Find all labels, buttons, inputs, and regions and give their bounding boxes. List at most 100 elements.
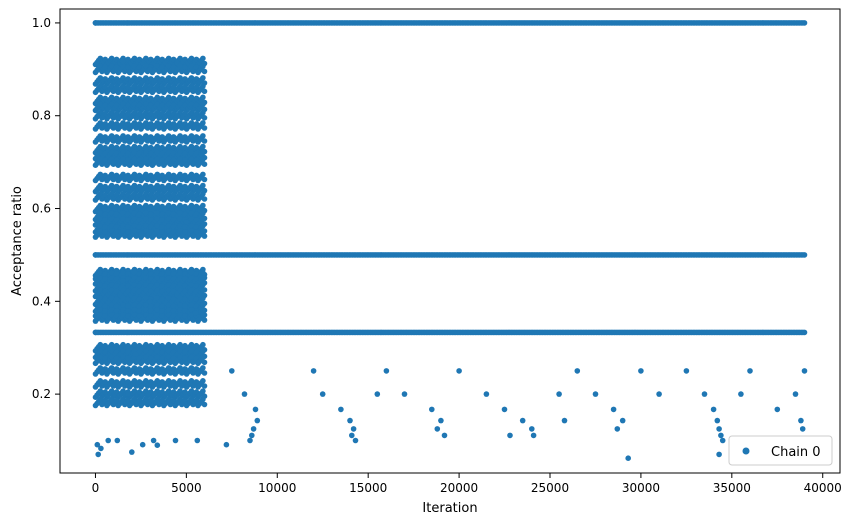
data-point xyxy=(483,391,490,397)
data-point xyxy=(383,368,390,374)
data-point xyxy=(347,417,353,424)
legend-marker xyxy=(742,447,750,455)
x-tick-label: 35000 xyxy=(713,481,751,495)
data-point xyxy=(147,298,153,305)
data-point xyxy=(229,368,235,374)
data-point xyxy=(247,437,253,444)
data-point xyxy=(310,368,317,374)
data-point xyxy=(200,223,206,229)
data-point xyxy=(799,426,806,432)
data-point xyxy=(92,20,99,26)
y-axis: 0.2 0.4 0.6 0.8 1.0 xyxy=(32,16,60,401)
x-axis: 0 5000 10000 15000 20000 25000 30000 35000 40000 xyxy=(92,473,842,495)
data-point xyxy=(138,231,144,237)
x-tick-label: 15000 xyxy=(349,481,387,495)
data-point xyxy=(95,451,101,458)
y-tick-label: 0.4 xyxy=(32,294,51,308)
data-point xyxy=(530,432,537,439)
data-point xyxy=(200,149,206,156)
data-point xyxy=(200,269,206,276)
data-point xyxy=(716,426,722,432)
data-point xyxy=(201,68,208,75)
data-point xyxy=(150,437,157,444)
x-tick-label: 30000 xyxy=(622,481,660,495)
data-point xyxy=(201,233,208,239)
data-point xyxy=(792,391,799,397)
data-point xyxy=(561,417,568,424)
data-point xyxy=(798,417,804,424)
data-point xyxy=(169,368,175,374)
data-point xyxy=(519,417,526,424)
data-point xyxy=(129,449,135,455)
data-point xyxy=(139,441,146,448)
data-point xyxy=(200,83,206,89)
data-point xyxy=(710,406,717,413)
data-point xyxy=(719,437,726,444)
data-point xyxy=(201,115,208,121)
data-point xyxy=(349,432,355,439)
data-point xyxy=(738,391,744,397)
y-axis-label: Acceptance ratio xyxy=(10,186,25,296)
data-point xyxy=(638,368,644,374)
data-point xyxy=(592,391,599,397)
data-point xyxy=(718,432,724,439)
data-point xyxy=(200,312,206,318)
data-point xyxy=(200,307,206,313)
data-point xyxy=(614,426,621,432)
data-point xyxy=(192,310,199,316)
data-point xyxy=(801,20,808,26)
data-point xyxy=(200,133,206,139)
data-point xyxy=(201,383,208,389)
x-tick-label: 25000 xyxy=(531,481,569,495)
legend-entry-chain-0: Chain 0 xyxy=(771,445,821,460)
data-point xyxy=(801,252,808,258)
data-point xyxy=(747,368,753,374)
data-point xyxy=(105,437,111,444)
data-point xyxy=(132,351,139,358)
data-point xyxy=(619,417,626,424)
data-point xyxy=(92,329,99,336)
data-point xyxy=(201,161,208,167)
x-tick-label: 20000 xyxy=(440,481,478,495)
data-point xyxy=(198,399,204,406)
data-point xyxy=(200,354,206,361)
data-point xyxy=(625,455,631,462)
y-tick-label: 0.2 xyxy=(32,387,51,401)
data-point xyxy=(129,136,135,142)
x-tick-label: 5000 xyxy=(171,481,202,495)
data-point xyxy=(200,228,206,234)
data-point xyxy=(114,437,121,444)
data-point xyxy=(201,370,208,376)
data-point xyxy=(714,417,721,424)
data-point xyxy=(200,365,206,371)
x-axis-label: Iteration xyxy=(422,501,477,516)
data-point xyxy=(200,282,206,288)
data-point xyxy=(201,196,208,202)
data-point xyxy=(252,406,259,413)
data-point xyxy=(200,94,206,101)
data-point xyxy=(556,391,562,397)
y-tick-label: 0.8 xyxy=(32,109,51,123)
data-point xyxy=(529,426,535,432)
data-point xyxy=(183,219,190,225)
data-point xyxy=(200,156,206,162)
data-point xyxy=(774,406,781,413)
data-point xyxy=(201,88,208,95)
x-tick-label: 0 xyxy=(92,481,100,495)
data-point xyxy=(683,368,690,374)
data-point xyxy=(201,359,208,366)
data-point xyxy=(98,445,104,452)
data-point xyxy=(610,406,617,413)
data-point xyxy=(200,143,206,150)
data-point xyxy=(501,406,508,413)
data-point xyxy=(125,391,131,397)
data-point xyxy=(201,125,208,131)
data-point xyxy=(200,55,206,62)
data-point xyxy=(201,176,208,183)
data-point xyxy=(200,302,206,309)
data-point xyxy=(507,432,513,439)
data-point xyxy=(200,388,206,394)
data-point xyxy=(147,66,153,73)
data-point xyxy=(401,391,408,397)
